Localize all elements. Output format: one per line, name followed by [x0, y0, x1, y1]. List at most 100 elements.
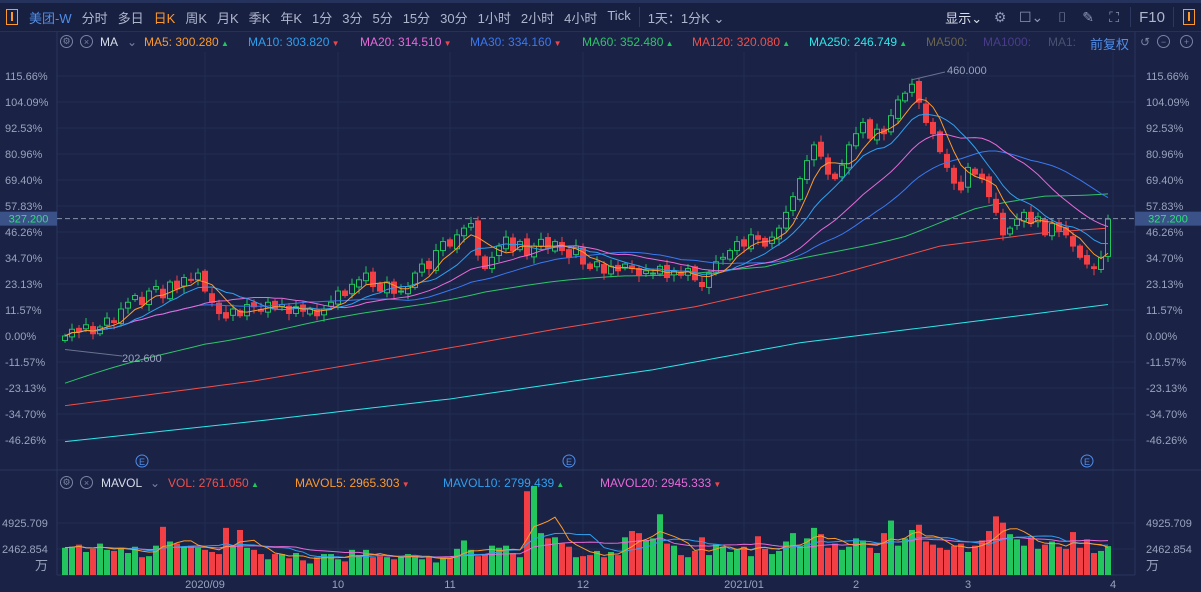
pencil-icon[interactable]: ✎ — [1082, 8, 1094, 25]
chevron-down-icon[interactable]: ⌄ — [150, 476, 161, 490]
divider — [638, 7, 640, 27]
y-tick-left: -23.13% — [5, 383, 46, 395]
ma60-line — [64, 193, 1109, 384]
legend-value: MA5: 300.280 — [144, 35, 219, 49]
volume-bar — [496, 547, 502, 575]
volume-bar — [902, 538, 908, 575]
settings-icon[interactable]: ⚙ — [60, 476, 73, 489]
zoom-in-icon[interactable]: + — [1180, 35, 1193, 48]
volume-unit: 万 — [35, 558, 48, 573]
volume-bar — [286, 558, 292, 575]
candle-down — [930, 121, 936, 135]
camera-icon[interactable]: ⌷ — [1057, 8, 1067, 25]
period-tab[interactable]: 4小时 — [564, 10, 598, 26]
volume-bar — [510, 553, 516, 575]
adjust-button[interactable]: 前复权 — [1090, 37, 1130, 52]
candle-down — [867, 119, 873, 139]
volume-bar — [748, 556, 754, 575]
volume-bar — [244, 547, 250, 575]
candle-up — [734, 241, 740, 252]
mavol10-line — [64, 532, 1109, 559]
display-menu[interactable]: 显示⌄ — [945, 10, 983, 26]
candle-up — [244, 304, 250, 317]
volume-bar — [195, 547, 201, 575]
symbol-name[interactable]: 美团-W — [29, 10, 72, 26]
period-tab[interactable]: 年K — [280, 10, 302, 26]
legend-value: MA250: 246.749 — [809, 35, 898, 49]
candle-down — [377, 283, 383, 292]
sidebar-toggle-icon[interactable] — [6, 9, 18, 25]
volume-bar — [524, 491, 530, 575]
volume-bar — [909, 529, 915, 575]
period-tab[interactable]: 1小时 — [477, 10, 511, 26]
period-tab[interactable]: 1分 — [312, 10, 333, 26]
candle-up — [125, 301, 131, 309]
arrow-down-icon: ▼ — [441, 39, 452, 48]
event-marker-label: E — [1084, 457, 1090, 467]
period-tab[interactable]: 3分 — [342, 10, 363, 26]
period-tab[interactable]: 30分 — [440, 10, 468, 26]
indicator-name[interactable]: MAVOL — [101, 476, 143, 490]
volume-bar — [965, 551, 971, 575]
layout-icon[interactable]: ☐⌄ — [1019, 8, 1044, 25]
settings-icon[interactable]: ⚙ — [60, 35, 73, 48]
volume-bar — [671, 545, 677, 575]
fullscreen-icon[interactable]: ⛶ — [1109, 8, 1120, 25]
candle-up — [776, 227, 782, 240]
volume-bar — [363, 549, 369, 575]
volume-bar — [97, 543, 103, 575]
volume-bar — [1070, 532, 1076, 575]
period-tab[interactable]: 15分 — [402, 10, 431, 26]
high-label: 460.000 — [947, 65, 987, 77]
y-tick-right: -34.70% — [1146, 409, 1187, 421]
y-tick-left: 46.26% — [5, 227, 43, 239]
candle-down — [314, 309, 320, 317]
volume-bar — [90, 548, 96, 575]
volume-bar — [573, 557, 579, 575]
y-tick-right: 69.40% — [1146, 175, 1184, 187]
volume-bar — [636, 533, 642, 575]
volume-bar — [405, 554, 411, 575]
volume-legend: ⚙ × MAVOL ⌄ VOL: 2761.050 ▲ MAVOL5: 2965.… — [0, 473, 1201, 493]
period-tab[interactable]: Tick — [607, 7, 631, 23]
period-tab[interactable]: 日K — [153, 10, 176, 26]
close-icon[interactable]: × — [80, 35, 93, 48]
candle-up — [650, 272, 656, 275]
volume-bar — [811, 527, 817, 575]
close-icon[interactable]: × — [80, 476, 93, 489]
candle-down — [937, 131, 943, 153]
volume-bar — [1007, 534, 1013, 575]
x-tick: 10 — [332, 579, 344, 591]
f10-button[interactable]: F10 — [1139, 8, 1165, 26]
legend-item: MA250: 246.749 ▲ — [809, 35, 907, 49]
period-tabs: 分时 多日 日K 周K 月K 季K 年K 1分 3分 5分 15分 30分 1小时 2小时 4小时 Tick — [77, 8, 636, 27]
y-tick-left: 34.70% — [5, 253, 43, 265]
candle-up — [706, 272, 712, 288]
period-tab[interactable]: 周K — [185, 10, 207, 26]
chevron-down-icon[interactable]: ⌄ — [127, 35, 138, 49]
indicator-name[interactable]: MA — [100, 35, 118, 49]
candle-down — [993, 198, 999, 213]
volume-bar — [300, 560, 306, 575]
divider — [1173, 7, 1174, 27]
volume-bar — [426, 556, 432, 575]
candle-down — [972, 168, 978, 175]
candle-up — [1021, 211, 1027, 222]
undo-icon[interactable]: ↺ — [1140, 35, 1151, 49]
zoom-out-icon[interactable]: − — [1157, 35, 1170, 48]
candle-up — [783, 211, 789, 229]
period-tab[interactable]: 季K — [248, 10, 271, 26]
period-tab[interactable]: 分时 — [81, 10, 108, 26]
period-tab[interactable]: 多日 — [117, 10, 144, 26]
x-tick: 4 — [1110, 579, 1116, 591]
legend-item: MAVOL5: 2965.303 ▼ — [295, 476, 410, 490]
period-tab[interactable]: 月K — [216, 10, 239, 26]
candle-down — [566, 249, 572, 258]
period-tab[interactable]: 2小时 — [520, 10, 555, 26]
volume-bar — [153, 545, 159, 575]
panel-toggle-icon[interactable] — [1183, 9, 1195, 25]
period-tab[interactable]: 5分 — [372, 10, 393, 26]
settings-icon[interactable]: ⚙ — [993, 8, 1007, 25]
range-select[interactable]: 1天：1分K ⌄ — [647, 10, 725, 26]
